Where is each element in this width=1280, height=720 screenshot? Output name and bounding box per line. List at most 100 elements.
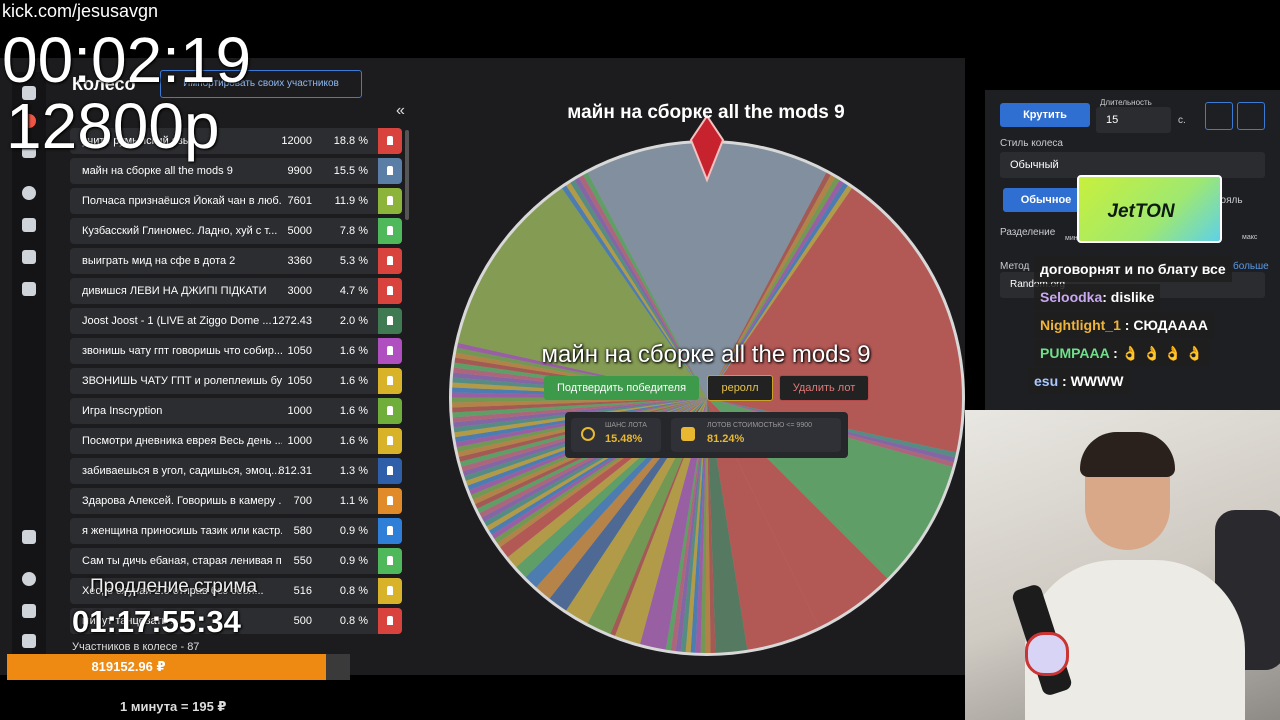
- lot-tag[interactable]: [378, 368, 402, 394]
- wheel-slice: [452, 398, 707, 408]
- lot-amount: 1000: [287, 435, 312, 447]
- lot-tag[interactable]: [378, 188, 402, 214]
- wheel-slice: [452, 398, 707, 418]
- decoration: с.: [1178, 115, 1186, 126]
- decoration: макс: [1242, 234, 1258, 241]
- lot-row: Полчаса признаёшся Йокай чан в люб... 760…: [70, 188, 402, 214]
- lot-tag[interactable]: [378, 548, 402, 574]
- wheel-slice: [705, 398, 711, 653]
- decoration: [22, 86, 36, 100]
- lot-row: забиваешься в угол, садишься, эмоц... 812…: [70, 458, 402, 484]
- progress-bar: 819152.96 ₽: [7, 654, 350, 680]
- lot-percent: 18.8 %: [333, 135, 368, 147]
- decoration: [22, 186, 36, 200]
- wheel-slice: [707, 172, 831, 398]
- lot-amount: 1050: [287, 375, 312, 387]
- dice-button[interactable]: [1205, 102, 1233, 130]
- wheel-slice: [566, 182, 707, 398]
- chat-user: Seloodka: [1040, 289, 1103, 305]
- wheel-slice: [561, 185, 707, 398]
- lot-tag[interactable]: [378, 428, 402, 454]
- style-select[interactable]: Обычный: [1000, 152, 1265, 178]
- lot-name: дивишся ЛЕВИ НА ДЖИПІ ПІДКАТИ: [82, 285, 267, 297]
- decoration: [22, 530, 36, 544]
- lot-name: Полчаса признаёшся Йокай чан в люб...: [82, 195, 282, 207]
- lot-tag[interactable]: [378, 518, 402, 544]
- decoration: [1025, 632, 1069, 676]
- lot-name: ЗВОНИШЬ ЧАТУ ГПТ и ролеплеишь бу...: [82, 375, 282, 387]
- lot-percent: 2.0 %: [339, 315, 368, 327]
- lot-tag[interactable]: [378, 218, 402, 244]
- wheel-slice: [707, 398, 819, 650]
- wheel-slice: [670, 398, 707, 652]
- confirm-button[interactable]: Подтвердить победителя: [544, 376, 699, 400]
- lot-percent: 11.9 %: [334, 195, 368, 207]
- lot-name: я женщина приносишь тазик или кастр...: [82, 525, 282, 537]
- decoration: ШАНС ЛОТА: [605, 422, 647, 429]
- import-button[interactable]: Импортировать своих участников: [160, 70, 362, 98]
- winner-name: майн на сборке all the mods 9: [541, 341, 871, 368]
- lot-tag[interactable]: [378, 398, 402, 424]
- decoration: Метод: [1000, 261, 1030, 272]
- lot-percent: 7.8 %: [339, 225, 368, 237]
- lot-tag[interactable]: [378, 128, 402, 154]
- lot-name: Игра Inscryption: [82, 405, 163, 417]
- lot-tag[interactable]: [378, 488, 402, 514]
- collapse-button[interactable]: «: [396, 102, 405, 119]
- lot-tag[interactable]: [378, 278, 402, 304]
- decoration: мин: [1065, 235, 1078, 242]
- lot-amount: 1000: [287, 405, 312, 417]
- chat-text: : WWWW: [1058, 373, 1124, 389]
- lot-tag[interactable]: [378, 458, 402, 484]
- chat-user: Nightlight_1: [1040, 317, 1121, 333]
- lot-row: я женщина приносишь тазик или кастр... 58…: [70, 518, 402, 544]
- lot-tag[interactable]: [378, 608, 402, 634]
- chat: договорнят и по блату все Seloodka: disli…: [1028, 256, 1280, 396]
- decoration: [671, 418, 841, 452]
- spin-button[interactable]: Крутить: [1000, 103, 1090, 127]
- webcam: [965, 410, 1280, 720]
- mode-normal[interactable]: Обычное: [1003, 188, 1089, 212]
- lot-tag[interactable]: [378, 578, 402, 604]
- reroll-button[interactable]: реролл: [707, 375, 773, 401]
- music-button[interactable]: [1237, 102, 1265, 130]
- lot-tag[interactable]: [378, 248, 402, 274]
- wheel-slice: [665, 398, 707, 651]
- lot-percent: 5.3 %: [339, 255, 368, 267]
- lot-amount: 1050: [287, 345, 312, 357]
- wheel-slice: [452, 398, 707, 413]
- wheel-slice: [574, 177, 707, 398]
- decoration: Стиль колеса: [1000, 138, 1063, 149]
- wheel-title: майн на сборке all the mods 9: [567, 102, 845, 123]
- lot-row: Игра Inscryption 1000 1.6 %: [70, 398, 402, 424]
- chat-message: Seloodka: dislike: [1034, 284, 1161, 310]
- lot-amount: 700: [293, 495, 312, 507]
- chat-text: : dislike: [1102, 289, 1155, 305]
- lot-row: дивишся ЛЕВИ НА ДЖИПІ ПІДКАТИ 3000 4.7 %: [70, 278, 402, 304]
- decoration: ЛОТОВ СТОИМОСТЬЮ <= 9900: [707, 422, 812, 429]
- lot-percent: 1.6 %: [339, 405, 368, 417]
- lot-row: ЗВОНИШЬ ЧАТУ ГПТ и ролеплеишь бу... 1050 1…: [70, 368, 402, 394]
- chat-text: : 👌 👌 👌 👌: [1109, 345, 1204, 361]
- decoration: [22, 250, 36, 264]
- lot-name: учить румынский язык: [82, 135, 196, 147]
- scrollbar[interactable]: [405, 130, 409, 220]
- decoration: [1080, 432, 1175, 477]
- chat-user: PUMPAAA: [1040, 345, 1110, 361]
- lot-tag[interactable]: [378, 158, 402, 184]
- lot-tag[interactable]: [378, 338, 402, 364]
- delete-button[interactable]: Удалить лот: [779, 375, 869, 401]
- duration-input[interactable]: 15: [1096, 107, 1171, 133]
- sidebar: [12, 72, 46, 662]
- lot-tag[interactable]: [378, 308, 402, 334]
- lot-row: Joost Joost - 1 (LIVE at Ziggo Dome ... 1…: [70, 308, 402, 334]
- ad-banner[interactable]: JetTON: [1077, 175, 1222, 243]
- wheel-slice: [695, 398, 707, 653]
- lot-percent: 1.3 %: [339, 465, 368, 477]
- decoration: [22, 604, 36, 618]
- decoration: [22, 572, 36, 586]
- wheel-slice: [578, 175, 707, 398]
- app-title: Колесо: [72, 74, 136, 94]
- lot-amount: 12000: [281, 135, 312, 147]
